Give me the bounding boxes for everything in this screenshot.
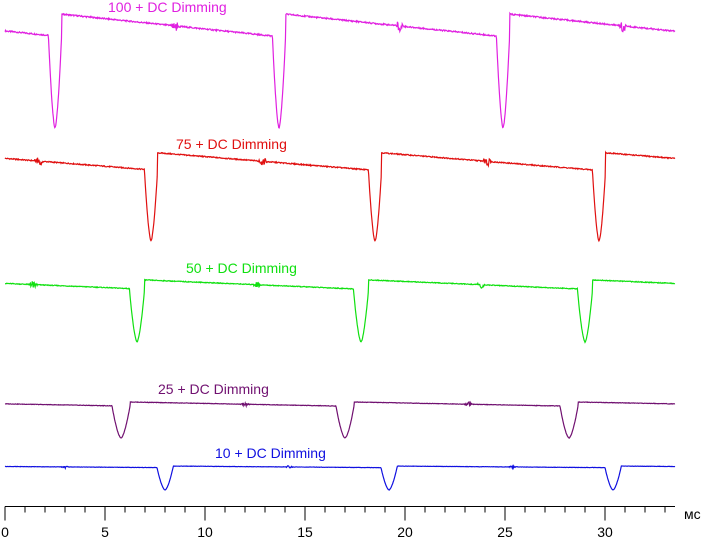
x-axis-unit-label: мс: [684, 506, 701, 522]
series-3: 25 + DC Dimming: [4, 381, 676, 439]
x-tick-label: 5: [101, 524, 109, 540]
series-2: 50 + DC Dimming: [4, 260, 676, 344]
x-axis: мс 0 5 10 15 20 25 30: [1, 506, 701, 540]
x-tick-label: 15: [297, 524, 313, 540]
x-tick-label: 30: [597, 524, 613, 540]
series-label: 25 + DC Dimming: [158, 381, 269, 397]
series-0: 100 + DC Dimming: [4, 0, 676, 129]
series-label: 50 + DC Dimming: [186, 260, 297, 276]
series-line: [4, 400, 676, 439]
series-label: 100 + DC Dimming: [108, 0, 227, 15]
x-tick-label: 0: [1, 524, 9, 540]
series-line: [4, 278, 676, 344]
x-tick-label: 25: [497, 524, 513, 540]
x-tick-label: 10: [197, 524, 213, 540]
series-label: 10 + DC Dimming: [215, 445, 326, 461]
series-4: 10 + DC Dimming: [4, 445, 676, 491]
x-tick-label: 20: [397, 524, 413, 540]
series-line: [4, 150, 676, 243]
series-1: 75 + DC Dimming: [4, 136, 676, 243]
series-layer: 100 + DC Dimming 75 + DC Dimming 50 + DC D…: [4, 0, 676, 491]
series-line: [4, 464, 676, 491]
series-label: 75 + DC Dimming: [176, 136, 287, 152]
series-line: [4, 11, 676, 129]
